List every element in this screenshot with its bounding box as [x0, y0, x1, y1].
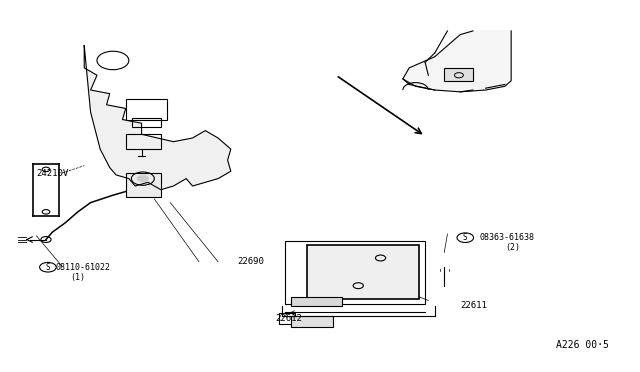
Text: (1): (1) — [70, 273, 85, 282]
Text: 24210V: 24210V — [36, 169, 68, 177]
Text: 08110-61022: 08110-61022 — [56, 263, 111, 272]
Bar — [125, 99, 167, 119]
Text: A226 00·5: A226 00·5 — [556, 340, 609, 350]
Text: 08363-61638: 08363-61638 — [479, 233, 534, 242]
Bar — [285, 241, 425, 304]
Polygon shape — [403, 31, 511, 92]
Bar — [307, 245, 419, 299]
Text: 22612: 22612 — [275, 314, 302, 323]
Bar — [291, 316, 333, 327]
Polygon shape — [84, 46, 231, 190]
Text: S: S — [45, 263, 50, 272]
Bar — [132, 118, 161, 127]
Text: (2): (2) — [505, 243, 520, 252]
Text: 22690: 22690 — [237, 257, 264, 266]
Text: S: S — [463, 233, 468, 242]
Bar — [125, 173, 161, 197]
Text: 22611: 22611 — [460, 301, 487, 311]
Bar — [444, 68, 473, 81]
Bar — [278, 313, 294, 324]
Circle shape — [137, 175, 148, 182]
Bar — [291, 297, 342, 306]
Bar — [125, 134, 161, 149]
